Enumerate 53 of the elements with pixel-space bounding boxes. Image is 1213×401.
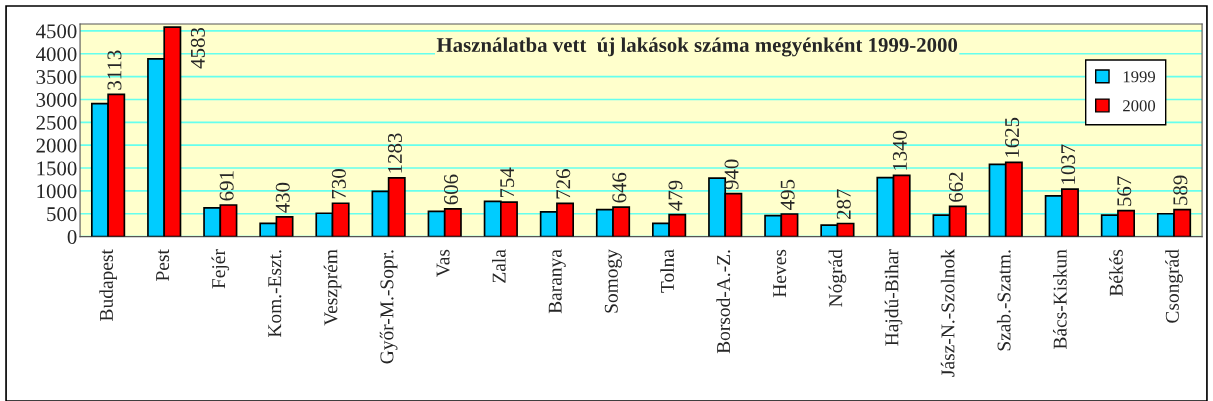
y-tick-label: 3000 (36, 92, 77, 107)
data-label: 3113 (107, 50, 122, 90)
data-label: 589 (1173, 175, 1188, 205)
data-label: 1283 (387, 133, 402, 173)
x-tick-label: Zala (492, 249, 506, 283)
data-label: 691 (219, 171, 234, 201)
data-label: 646 (612, 172, 627, 203)
x-tick-label: Borsod-A.-Z. (716, 250, 731, 354)
data-label: 726 (556, 169, 571, 199)
y-tick-label: 500 (47, 207, 77, 222)
x-tick-label: Bács-Kiskun (1052, 249, 1067, 349)
x-tick-label: Heves (773, 249, 787, 298)
data-label: 567 (1117, 176, 1132, 206)
x-tick-label: Baranya (548, 249, 566, 314)
y-tick-label: 2500 (36, 115, 77, 130)
data-label: 662 (948, 172, 963, 202)
text: Használatba vett új lakások száma megyénként 1999-2000 (436, 37, 958, 57)
y-tick-label: 4000 (36, 47, 77, 62)
y-tick-label: 1500 (37, 161, 77, 176)
data-label: 479 (668, 180, 683, 211)
y-tick-label: 3500 (36, 70, 77, 85)
data-label: 1625 (1005, 117, 1020, 157)
y-tick-label: 2000 (36, 138, 77, 153)
data-label: 606 (444, 174, 459, 205)
x-tick-label: Nógrád (828, 249, 847, 307)
x-tick-label: Győr-M.-Sopr. (379, 250, 398, 364)
x-tick-label: Kom.-Eszt. (268, 250, 282, 338)
x-tick-label: Hajdú-Bihar (884, 249, 903, 346)
data-label: 754 (500, 167, 515, 198)
data-label: 287 (836, 189, 851, 219)
data-label: 940 (724, 159, 739, 190)
data-label: 430 (275, 182, 290, 213)
data-label: 1037 (1061, 144, 1076, 184)
x-tick-label: Fejér (211, 249, 230, 289)
data-label: 730 (331, 169, 346, 199)
data-label: 4583 (190, 27, 205, 69)
x-tick-label: Békés (1109, 249, 1123, 297)
x-tick-label: Vas (436, 249, 450, 277)
x-tick-label: Csongrád (1165, 249, 1183, 323)
legend-label: 2000 (1123, 100, 1156, 112)
x-tick-label: Veszprém (323, 249, 342, 326)
y-tick-label: 1000 (37, 184, 77, 199)
x-tick-label: Tolna (660, 249, 674, 293)
y-tick-label: 4500 (36, 24, 77, 39)
x-tick-label: Jász-N.-Szolnok (940, 249, 955, 377)
y-tick-label: 0 (67, 229, 77, 245)
x-tick-label: Pest (156, 249, 170, 281)
legend-label: 1999 (1123, 71, 1156, 83)
x-tick-label: Szab.-Szatm. (996, 250, 1011, 351)
x-tick-label: Somogy (604, 249, 622, 313)
data-label: 495 (780, 179, 795, 210)
data-label: 1340 (892, 130, 907, 170)
x-tick-label: Budapest (99, 249, 117, 321)
